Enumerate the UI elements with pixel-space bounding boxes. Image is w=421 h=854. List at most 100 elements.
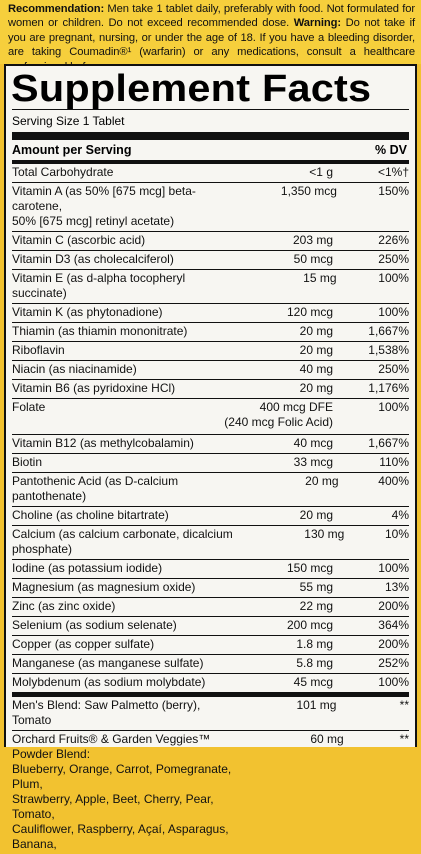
nutrient-name: Pantothenic Acid (as D-calcium pantothen… bbox=[12, 474, 179, 503]
nutrient-dv: 400% bbox=[378, 474, 409, 488]
nutrient-amount: 45 mcg bbox=[293, 675, 333, 689]
nutrient-amount: 130 mg bbox=[304, 527, 345, 541]
nutrient-dv: 4% bbox=[391, 508, 409, 522]
nutrient-amount: 60 mg bbox=[310, 732, 344, 746]
panel-title: Supplement Facts bbox=[11, 68, 372, 110]
nutrient-dv: 100% bbox=[378, 675, 409, 689]
nutrient-amount: 20 mg bbox=[299, 324, 333, 338]
nutrient-name: Vitamin K (as phytonadione) bbox=[12, 305, 163, 319]
nutrient-row: Manganese (as manganese sulfate) 5.8 mg 25… bbox=[12, 655, 409, 674]
nutrient-dv: 1,176% bbox=[368, 381, 409, 395]
nutrient-row: Copper (as copper sulfate) 1.8 mg 200% bbox=[12, 636, 409, 655]
blend-list: Men's Blend: Saw Palmetto (berry), Tomat… bbox=[12, 697, 409, 854]
nutrient-dv: 100% bbox=[378, 271, 409, 285]
nutrient-row: Selenium (as sodium selenate) 200 mcg 364% bbox=[12, 617, 409, 636]
nutrient-row: Choline (as choline bitartrate) 20 mg 4% bbox=[12, 507, 409, 526]
nutrient-row: Vitamin D3 (as cholecalciferol) 50 mcg 250… bbox=[12, 251, 409, 270]
nutrient-name: Vitamin B6 (as pyridoxine HCl) bbox=[12, 381, 176, 395]
column-header: Amount per Serving % DV bbox=[12, 140, 409, 160]
nutrient-dv: 100% bbox=[378, 305, 409, 319]
serving-size: Serving Size 1 Tablet bbox=[12, 114, 125, 128]
nutrient-amount: 55 mg bbox=[299, 580, 333, 594]
nutrient-amount: 150 mcg bbox=[286, 561, 333, 575]
nutrient-amount: 200 mcg bbox=[286, 618, 333, 632]
nutrient-dv: 150% bbox=[378, 184, 409, 198]
nutrient-row: Molybdenum (as sodium molybdate) 45 mcg 10… bbox=[12, 674, 409, 693]
nutrient-amount: 1.8 mg bbox=[296, 637, 333, 651]
nutrient-dv: 13% bbox=[384, 580, 409, 594]
nutrient-name: Biotin bbox=[12, 455, 43, 469]
divider bbox=[12, 109, 409, 110]
supplement-facts-panel: Supplement Facts Serving Size 1 Tablet A… bbox=[4, 64, 417, 851]
nutrient-name: Riboflavin bbox=[12, 343, 65, 357]
nutrient-amount: 203 mg bbox=[292, 233, 333, 247]
nutrient-name: Selenium (as sodium selenate) bbox=[12, 618, 177, 632]
recommendation-body: Men take 1 tablet daily, preferably with… bbox=[8, 3, 415, 30]
nutrient-name: Vitamin A (as 50% [675 mcg] beta-caroten… bbox=[12, 184, 196, 228]
nutrient-row: Calcium (as calcium carbonate, dicalcium… bbox=[12, 526, 409, 560]
nutrient-row: Riboflavin 20 mg 1,538% bbox=[12, 342, 409, 361]
recommendation-text: Recommendation: Men take 1 tablet daily,… bbox=[0, 0, 421, 73]
nutrient-name: Magnesium (as magnesium oxide) bbox=[12, 580, 196, 594]
nutrient-row: Pantothenic Acid (as D-calcium pantothen… bbox=[12, 473, 409, 507]
nutrient-dv: 226% bbox=[378, 233, 409, 247]
nutrient-amount: 40 mcg bbox=[293, 436, 333, 450]
nutrient-dv: 100% bbox=[378, 561, 409, 575]
nutrient-name: Men's Blend: Saw Palmetto (berry), Tomat… bbox=[12, 698, 201, 727]
nutrient-row: Vitamin E (as d-alpha tocopheryl succina… bbox=[12, 270, 409, 304]
nutrient-row: Thiamin (as thiamin mononitrate) 20 mg 1,6… bbox=[12, 323, 409, 342]
blend-row: Men's Blend: Saw Palmetto (berry), Tomat… bbox=[12, 697, 409, 731]
nutrient-dv: 252% bbox=[378, 656, 409, 670]
nutrient-name: Total Carbohydrate bbox=[12, 165, 114, 179]
nutrient-dv: 1,667% bbox=[368, 324, 409, 338]
nutrient-row: Vitamin C (ascorbic acid) 203 mg 226% bbox=[12, 232, 409, 251]
dv-header: % DV bbox=[375, 143, 407, 157]
nutrient-name: Vitamin B12 (as methylcobalamin) bbox=[12, 436, 194, 450]
nutrient-amount: 50 mcg bbox=[293, 252, 333, 266]
nutrient-row: Vitamin B12 (as methylcobalamin) 40 mcg 1,… bbox=[12, 435, 409, 454]
nutrient-amount: 20 mg bbox=[299, 508, 333, 522]
nutrient-dv: 250% bbox=[378, 252, 409, 266]
divider-thick bbox=[12, 132, 409, 140]
nutrient-dv: ** bbox=[399, 732, 409, 746]
nutrient-row: Total Carbohydrate <1 g <1%† bbox=[12, 164, 409, 183]
nutrient-dv: 364% bbox=[378, 618, 409, 632]
nutrient-row: Biotin 33 mcg 110% bbox=[12, 454, 409, 473]
blend-row: Orchard Fruits® & Garden Veggies™ Powder… bbox=[12, 731, 409, 854]
amount-header: Amount per Serving bbox=[12, 143, 132, 157]
nutrient-amount: 40 mg bbox=[299, 362, 333, 376]
nutrient-name: Molybdenum (as sodium molybdate) bbox=[12, 675, 206, 689]
nutrient-dv: 10% bbox=[384, 527, 409, 541]
nutrient-dv: 200% bbox=[378, 637, 409, 651]
divider-mid bbox=[12, 693, 409, 697]
nutrient-name: Vitamin D3 (as cholecalciferol) bbox=[12, 252, 174, 266]
nutrient-amount: 400 mcg DFE (240 mcg Folic Acid) bbox=[224, 400, 333, 429]
nutrient-name: Vitamin C (ascorbic acid) bbox=[12, 233, 146, 247]
nutrient-name: Vitamin E (as d-alpha tocopheryl succina… bbox=[12, 271, 186, 300]
nutrient-name: Zinc (as zinc oxide) bbox=[12, 599, 116, 613]
nutrient-dv: 110% bbox=[379, 455, 409, 469]
nutrient-amount: 5.8 mg bbox=[296, 656, 333, 670]
nutrient-dv: 250% bbox=[378, 362, 409, 376]
nutrient-row: Vitamin K (as phytonadione) 120 mcg 100% bbox=[12, 304, 409, 323]
recommendation-label: Recommendation: bbox=[8, 3, 105, 15]
nutrient-amount: <1 g bbox=[309, 165, 333, 179]
nutrient-amount: 101 mg bbox=[296, 698, 337, 712]
nutrient-row: Vitamin A (as 50% [675 mcg] beta-caroten… bbox=[12, 183, 409, 232]
nutrient-amount: 1,350 mcg bbox=[280, 184, 337, 198]
nutrient-amount: 15 mg bbox=[303, 271, 337, 285]
nutrient-amount: 20 mg bbox=[299, 343, 333, 357]
nutrient-amount: 33 mcg bbox=[293, 455, 333, 469]
nutrient-name: Calcium (as calcium carbonate, dicalcium… bbox=[12, 527, 233, 556]
nutrient-amount: 20 mg bbox=[299, 381, 333, 395]
nutrient-amount: 20 mg bbox=[305, 474, 339, 488]
divider-mid bbox=[12, 160, 409, 164]
nutrient-name: Iodine (as potassium iodide) bbox=[12, 561, 163, 575]
nutrient-row: Vitamin B6 (as pyridoxine HCl) 20 mg 1,176… bbox=[12, 380, 409, 399]
nutrient-list: Total Carbohydrate <1 g <1%† Vitamin A (as … bbox=[12, 164, 409, 693]
nutrient-dv: 1,667% bbox=[368, 436, 409, 450]
nutrient-row: Folate 400 mcg DFE (240 mcg Folic Acid) 10… bbox=[12, 399, 409, 435]
nutrient-dv: 100% bbox=[378, 400, 409, 414]
nutrient-dv: <1%† bbox=[377, 165, 409, 179]
nutrient-dv: ** bbox=[399, 698, 410, 712]
